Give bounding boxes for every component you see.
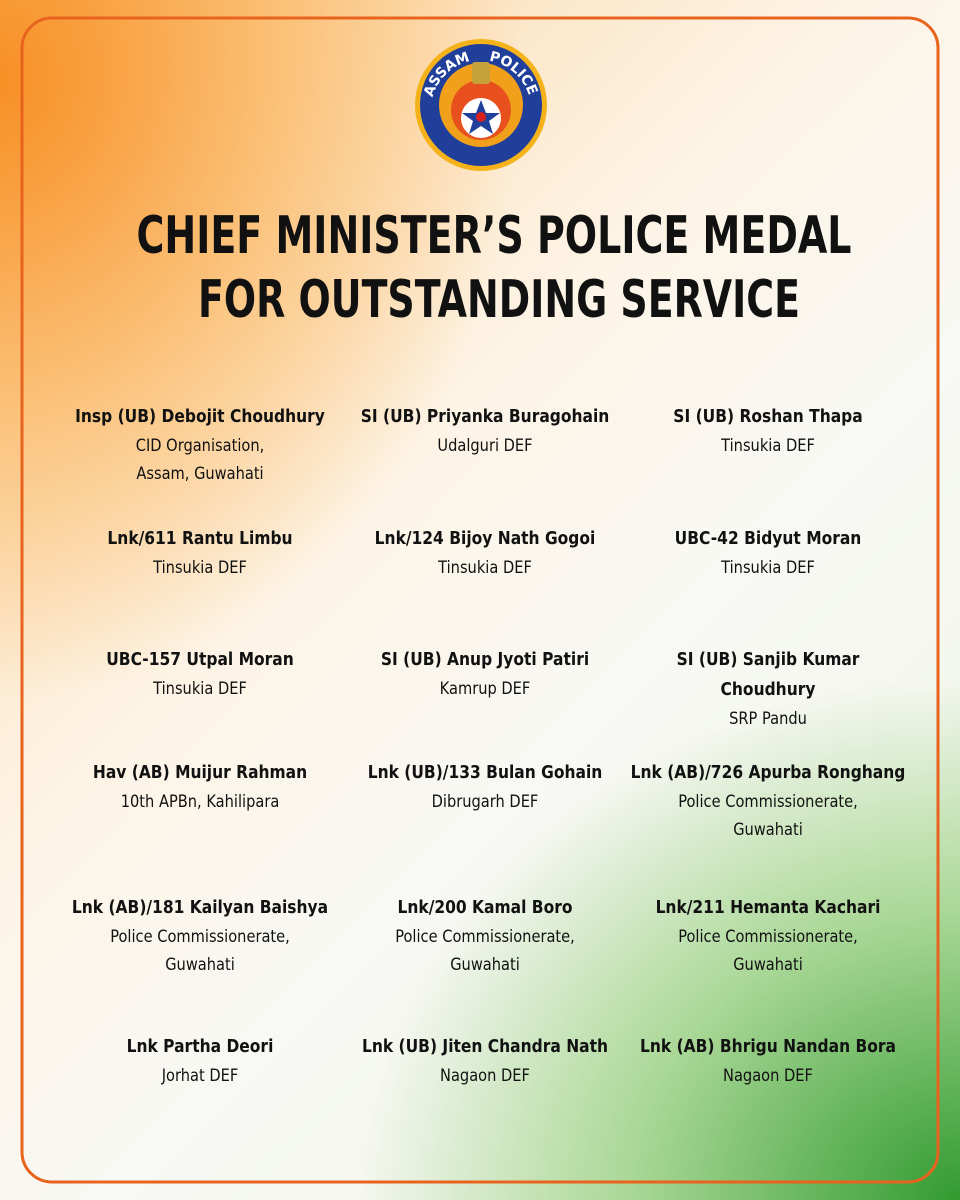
awardee-name: Lnk/211 Hemanta Kachari (655, 897, 881, 918)
awardee-name: Insp (UB) Debojit Choudhury (75, 406, 325, 427)
awardee: SI (UB) Roshan Thapa Tinsukia DEF (630, 402, 905, 460)
awardee-unit: 10th APBn, Kahilipara (120, 792, 280, 812)
awardee-unit: Kamrup DEF (439, 679, 531, 699)
awardee: UBC-42 Bidyut Moran Tinsukia DEF (630, 524, 905, 582)
awardee: Lnk/611 Rantu Limbu Tinsukia DEF (62, 524, 337, 582)
awardee-name: Lnk (AB)/726 Apurba Ronghang (630, 762, 906, 783)
awardee-name: SI (UB) Roshan Thapa (673, 406, 863, 427)
awardee-unit: Assam, Guwahati (136, 464, 264, 484)
title: FOR OUTSTANDING SERVICE (198, 270, 800, 330)
awardee-name: Lnk/124 Bijoy Nath Gogoi (374, 528, 596, 549)
awardee: Lnk (AB)/726 Apurba Ronghang Police Commi… (630, 758, 906, 844)
awardee-unit: Tinsukia DEF (153, 679, 247, 699)
title: CHIEF MINISTER’S POLICE MEDAL (137, 206, 852, 266)
awardee-name: Lnk (AB) Bhrigu Nandan Bora (639, 1036, 897, 1057)
awardee-unit: Tinsukia DEF (721, 436, 815, 456)
awardee-name: Lnk Partha Deori (126, 1036, 274, 1057)
awardee-unit: CID Organisation, (135, 436, 265, 456)
awardee-unit: Guwahati (733, 820, 803, 840)
awardee-unit: Nagaon DEF (723, 1066, 813, 1086)
awardee-name: SI (UB) Priyanka Buragohain (360, 406, 610, 427)
awardee-name: Hav (AB) Muijur Rahman (92, 762, 308, 783)
awardee: Lnk (AB)/181 Kailyan Baishya Police Commi… (62, 893, 337, 979)
awardee-name: Lnk (UB) Jiten Chandra Nath (361, 1036, 609, 1057)
awardee-name: Lnk/611 Rantu Limbu (107, 528, 293, 549)
awardee-unit: Udalguri DEF (437, 436, 533, 456)
awardee-name: Lnk (UB)/133 Bulan Gohain (367, 762, 603, 783)
awardee: Lnk/211 Hemanta Kachari Police Commission… (630, 893, 905, 979)
awardee-name: SI (UB) Sanjib Kumar Choudhury (676, 649, 860, 700)
awardee: Lnk (UB) Jiten Chandra Nath Nagaon DEF (347, 1032, 622, 1090)
awardee: Hav (AB) Muijur Rahman 10th APBn, Kahilip… (62, 758, 337, 816)
awardee-unit: Guwahati (450, 955, 520, 975)
awardee: Lnk (AB) Bhrigu Nandan Bora Nagaon DEF (630, 1032, 905, 1090)
awardee-name: UBC-42 Bidyut Moran (674, 528, 862, 549)
awardee: SI (UB) Priyanka Buragohain Udalguri DEF (347, 402, 622, 460)
logo: ASSAM POLICE (415, 39, 547, 171)
border (20, 16, 940, 1184)
awardee: Lnk Partha Deori Jorhat DEF (62, 1032, 337, 1090)
awardee-unit: Police Commissionerate, (395, 927, 575, 947)
awardee-unit: Jorhat DEF (161, 1066, 239, 1086)
awardee-unit: Dibrugarh DEF (431, 792, 539, 812)
awardee: Lnk/124 Bijoy Nath Gogoi Tinsukia DEF (347, 524, 622, 582)
awardee: Insp (UB) Debojit Choudhury CID Organisat… (62, 402, 337, 488)
awardee: SI (UB) Anup Jyoti Patiri Kamrup DEF (347, 645, 622, 703)
awardee-unit: Police Commissionerate, (678, 927, 858, 947)
awardee-unit: Tinsukia DEF (721, 558, 815, 578)
awardee-unit: Police Commissionerate, (678, 792, 858, 812)
awardee-name: Lnk/200 Kamal Boro (397, 897, 573, 918)
awardee: UBC-157 Utpal Moran Tinsukia DEF (62, 645, 337, 703)
awardee-unit: Guwahati (733, 955, 803, 975)
awardee-unit: Guwahati (165, 955, 235, 975)
awardee-unit: SRP Pandu (729, 709, 807, 729)
awardee: Lnk/200 Kamal Boro Police Commissionerate… (347, 893, 622, 979)
awardee-unit: Police Commissionerate, (110, 927, 290, 947)
awardee-name: UBC-157 Utpal Moran (106, 649, 294, 670)
awardee-name: Lnk (AB)/181 Kailyan Baishya (71, 897, 329, 918)
awardee-unit: Nagaon DEF (440, 1066, 530, 1086)
awardee: SI (UB) Sanjib Kumar Choudhury SRP Pandu (630, 645, 905, 733)
awardee-unit: Tinsukia DEF (438, 558, 532, 578)
awardee-name: SI (UB) Anup Jyoti Patiri (380, 649, 590, 670)
awardee: Lnk (UB)/133 Bulan Gohain Dibrugarh DEF (347, 758, 622, 816)
awardee-unit: Tinsukia DEF (153, 558, 247, 578)
